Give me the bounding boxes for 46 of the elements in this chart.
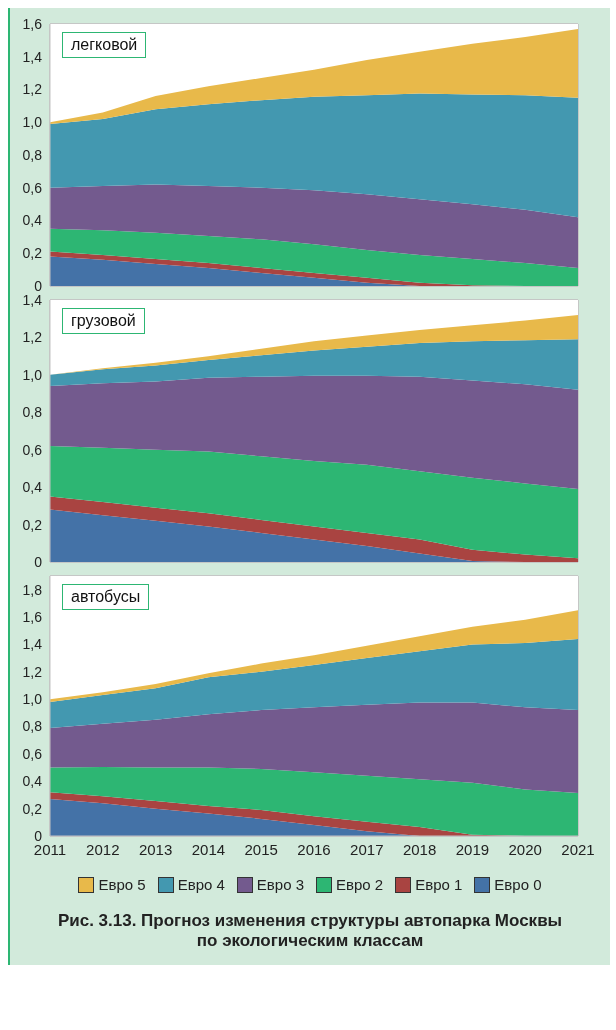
- y-tick-label: 0,4: [22, 212, 43, 229]
- y-tick-label: 0,2: [22, 800, 43, 817]
- x-tick-label: 2017: [350, 840, 384, 858]
- x-tick-label: 2013: [138, 840, 173, 858]
- y-tick-label: 0,4: [22, 773, 43, 790]
- x-tick-label: 2014: [191, 840, 226, 858]
- y-tick-label: 1,0: [22, 114, 43, 131]
- legend-label: Евро 0: [493, 876, 542, 893]
- x-tick-label: 2016: [297, 840, 331, 858]
- y-tick-label: 1,8: [22, 581, 43, 598]
- y-tick-label: 1,4: [22, 48, 43, 65]
- y-tick-label: 0,6: [22, 745, 43, 762]
- text: легковой: [62, 32, 147, 58]
- x-tick-label: 2020: [508, 840, 542, 858]
- y-tick-label: 0: [34, 553, 43, 570]
- text: грузовой: [62, 308, 145, 334]
- text: автобусы: [62, 584, 150, 610]
- y-tick-label: 0,8: [22, 404, 43, 421]
- y-tick-label: 0,6: [22, 179, 43, 196]
- text: Рис. 3.13. Прогноз изменения структуры автопарка Москвы по экологическим классам: [56, 910, 564, 951]
- y-tick-label: 1,0: [22, 691, 43, 708]
- legend-label: Евро 1: [414, 876, 463, 893]
- legend-label: Евро 3: [255, 876, 304, 893]
- y-tick-label: 1,6: [22, 609, 43, 626]
- y-tick-label: 1,4: [22, 291, 43, 308]
- y-tick-label: 1,4: [22, 636, 43, 653]
- x-tick-label: 2012: [86, 840, 120, 858]
- y-tick-label: 0,6: [22, 441, 43, 458]
- legend-label: Евро 4: [176, 876, 225, 893]
- y-tick-label: 1,0: [22, 366, 43, 383]
- legend-label: Евро 5: [97, 876, 146, 893]
- y-tick-label: 0: [34, 277, 43, 294]
- x-tick-label: 2018: [402, 840, 437, 858]
- y-tick-label: 0,2: [22, 516, 43, 533]
- y-tick-label: 0,4: [22, 479, 43, 496]
- y-tick-label: 1,2: [22, 81, 43, 98]
- y-tick-label: 0,2: [22, 245, 43, 262]
- y-tick-label: 1,2: [22, 663, 43, 680]
- x-tick-label: 2021: [561, 840, 595, 858]
- y-tick-label: 0,8: [22, 718, 43, 735]
- x-tick-label: 2019: [455, 840, 490, 858]
- x-tick-label: 2015: [244, 840, 278, 858]
- legend-label: Евро 2: [335, 876, 384, 893]
- y-tick-label: 1,6: [22, 15, 43, 32]
- y-tick-label: 0,8: [22, 146, 43, 163]
- y-tick-label: 1,2: [22, 329, 43, 346]
